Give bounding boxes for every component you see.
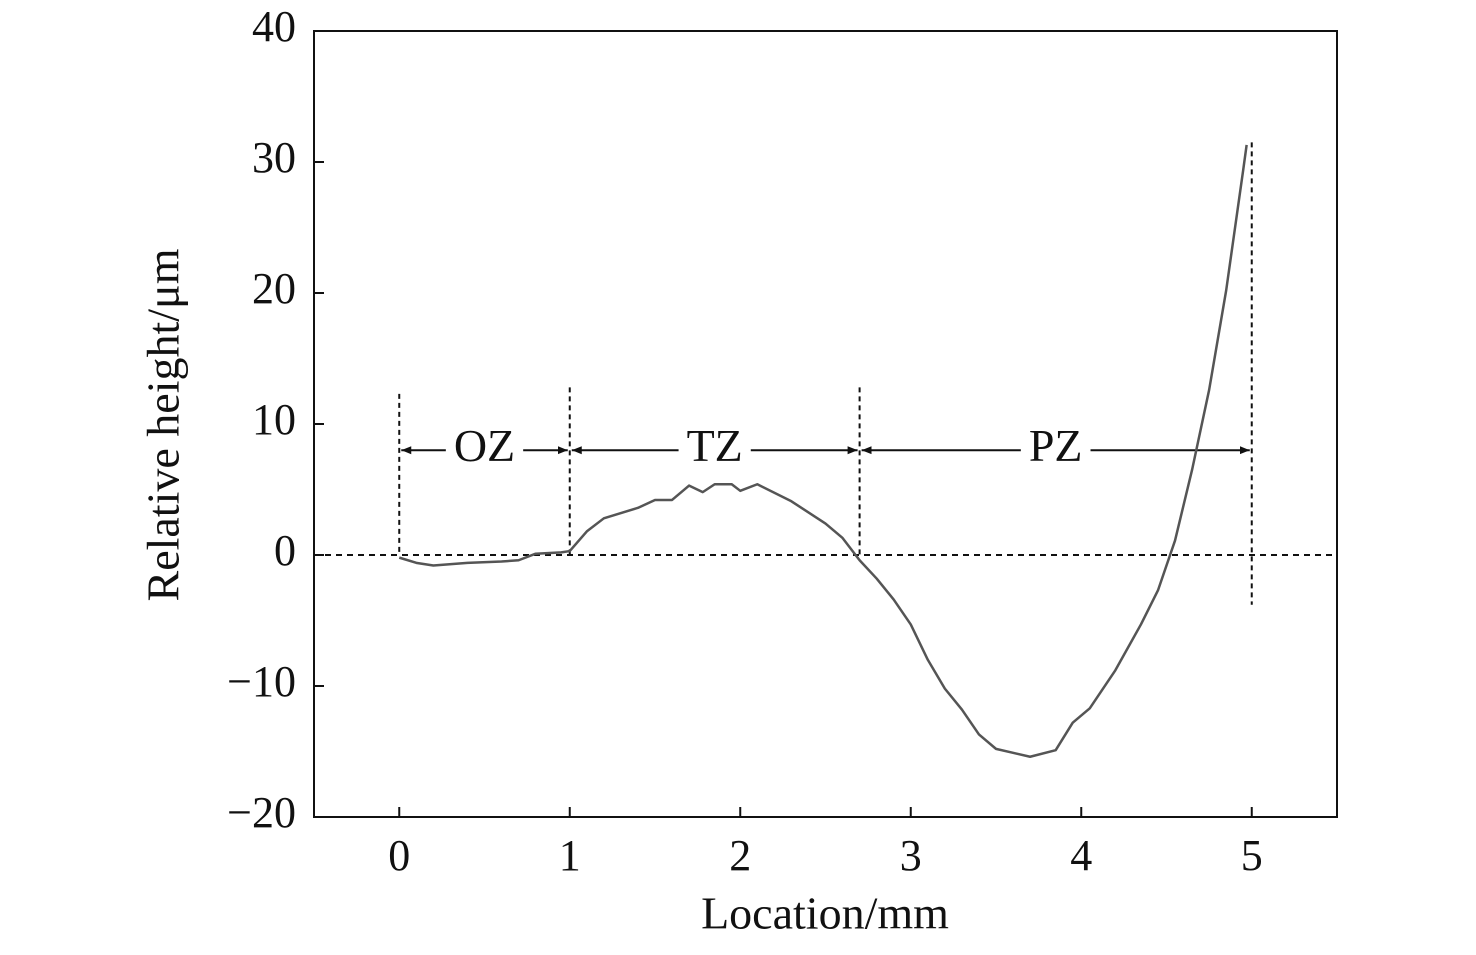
x-tick-label: 3 xyxy=(900,831,922,880)
y-tick-label: 20 xyxy=(252,264,296,313)
x-tick-label: 0 xyxy=(388,831,410,880)
zone-label: PZ xyxy=(1029,420,1083,471)
y-tick-label: 0 xyxy=(274,526,296,575)
x-axis-label: Location/mm xyxy=(701,888,949,939)
zone-label: TZ xyxy=(687,420,743,471)
data-line xyxy=(398,144,1248,758)
x-tick-label: 1 xyxy=(559,831,581,880)
y-tick-label: −20 xyxy=(227,788,296,837)
y-axis-label: Relative height/μm xyxy=(138,248,189,601)
x-tick-label: 5 xyxy=(1241,831,1263,880)
zone-label: OZ xyxy=(454,420,515,471)
x-tick-label: 2 xyxy=(729,831,751,880)
y-tick-label: 10 xyxy=(252,395,296,444)
x-tick-label: 4 xyxy=(1070,831,1092,880)
y-tick-label: 40 xyxy=(252,2,296,51)
y-tick-label: −10 xyxy=(227,657,296,706)
y-tick-label: 30 xyxy=(252,133,296,182)
